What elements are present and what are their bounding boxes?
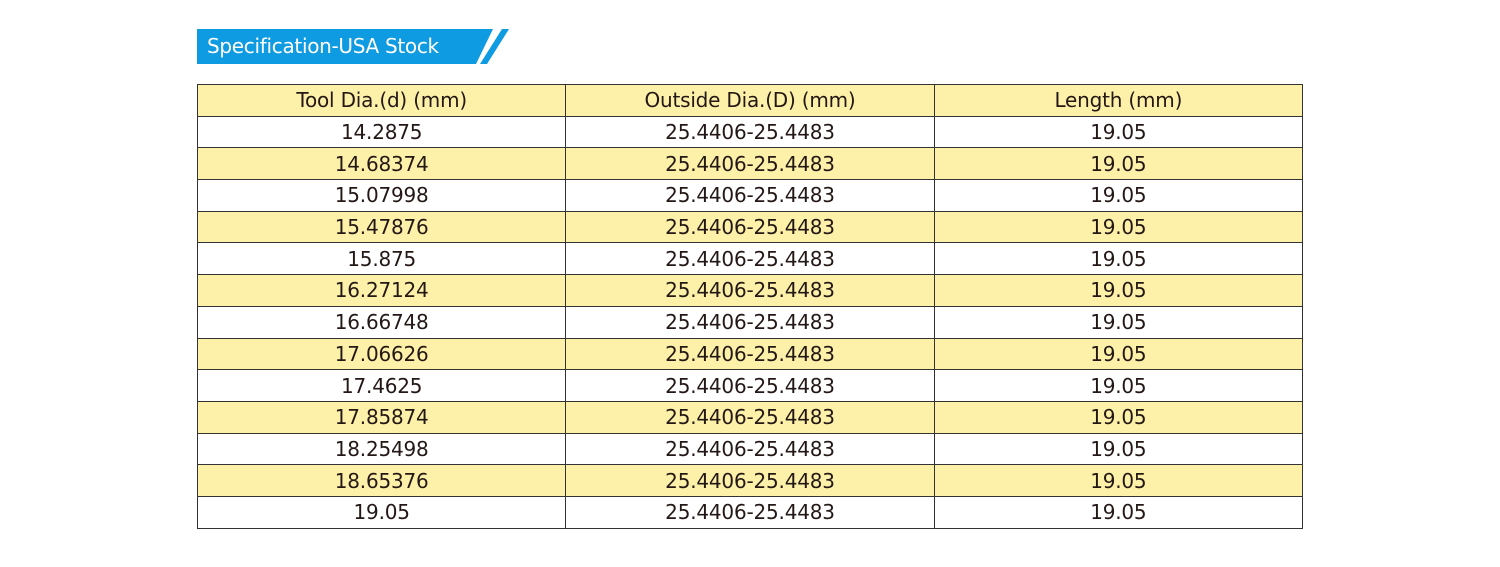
cell-outside-dia: 25.4406-25.4483: [565, 179, 935, 212]
cell-tool-dia: 18.65376: [196, 464, 567, 497]
cell-outside-dia: 25.4406-25.4483: [565, 274, 935, 307]
cell-tool-dia: 16.66748: [196, 305, 567, 339]
cell-outside-dia: 25.4406-25.4483: [565, 305, 935, 339]
cell-outside-dia: 25.4406-25.4483: [565, 432, 935, 466]
spec-table: Tool Dia.(d) (mm) Outside Dia.(D) (mm) L…: [196, 84, 1304, 529]
cell-length: 19.05: [933, 337, 1304, 371]
cell-tool-dia: 15.47876: [196, 210, 567, 244]
cell-tool-dia: 15.875: [196, 242, 567, 276]
table-header-row: Tool Dia.(d) (mm) Outside Dia.(D) (mm) L…: [196, 84, 1304, 117]
header-outside-dia: Outside Dia.(D) (mm): [565, 84, 935, 117]
section-title: Specification-USA Stock: [207, 34, 439, 58]
cell-length: 19.05: [933, 400, 1304, 434]
cell-length: 19.05: [933, 274, 1304, 307]
table-row: 17.85874 25.4406-25.4483 19.05: [196, 400, 1304, 434]
cell-length: 19.05: [933, 210, 1304, 244]
cell-length: 19.05: [933, 147, 1304, 181]
cell-tool-dia: 15.07998: [196, 179, 567, 212]
cell-tool-dia: 14.2875: [196, 115, 567, 149]
cell-tool-dia: 17.4625: [196, 369, 567, 402]
cell-tool-dia: 17.06626: [196, 337, 567, 371]
cell-length: 19.05: [933, 179, 1304, 212]
cell-outside-dia: 25.4406-25.4483: [565, 369, 935, 402]
header-length: Length (mm): [933, 84, 1304, 117]
table-row: 18.65376 25.4406-25.4483 19.05: [196, 464, 1304, 497]
cell-outside-dia: 25.4406-25.4483: [565, 400, 935, 434]
cell-outside-dia: 25.4406-25.4483: [565, 337, 935, 371]
cell-tool-dia: 16.27124: [196, 274, 567, 307]
header-tool-dia: Tool Dia.(d) (mm): [196, 84, 567, 117]
cell-outside-dia: 25.4406-25.4483: [565, 115, 935, 149]
cell-length: 19.05: [933, 495, 1304, 529]
cell-tool-dia: 18.25498: [196, 432, 567, 466]
cell-outside-dia: 25.4406-25.4483: [565, 210, 935, 244]
cell-tool-dia: 17.85874: [196, 400, 567, 434]
table-row: 18.25498 25.4406-25.4483 19.05: [196, 432, 1304, 466]
cell-tool-dia: 14.68374: [196, 147, 567, 181]
cell-length: 19.05: [933, 242, 1304, 276]
table-row: 19.05 25.4406-25.4483 19.05: [196, 495, 1304, 529]
table-row: 16.27124 25.4406-25.4483 19.05: [196, 274, 1304, 307]
table-row: 14.68374 25.4406-25.4483 19.05: [196, 147, 1304, 181]
cell-length: 19.05: [933, 115, 1304, 149]
cell-length: 19.05: [933, 432, 1304, 466]
cell-length: 19.05: [933, 369, 1304, 402]
table-row: 14.2875 25.4406-25.4483 19.05: [196, 115, 1304, 149]
cell-length: 19.05: [933, 305, 1304, 339]
table-row: 15.07998 25.4406-25.4483 19.05: [196, 179, 1304, 212]
cell-outside-dia: 25.4406-25.4483: [565, 242, 935, 276]
table-row: 16.66748 25.4406-25.4483 19.05: [196, 305, 1304, 339]
cell-outside-dia: 25.4406-25.4483: [565, 495, 935, 529]
table-row: 15.875 25.4406-25.4483 19.05: [196, 242, 1304, 276]
section-title-banner: Specification-USA Stock: [197, 29, 493, 64]
table-row: 17.06626 25.4406-25.4483 19.05: [196, 337, 1304, 371]
cell-outside-dia: 25.4406-25.4483: [565, 147, 935, 181]
table-row: 15.47876 25.4406-25.4483 19.05: [196, 210, 1304, 244]
table-row: 17.4625 25.4406-25.4483 19.05: [196, 369, 1304, 402]
cell-tool-dia: 19.05: [196, 495, 567, 529]
cell-outside-dia: 25.4406-25.4483: [565, 464, 935, 497]
cell-length: 19.05: [933, 464, 1304, 497]
